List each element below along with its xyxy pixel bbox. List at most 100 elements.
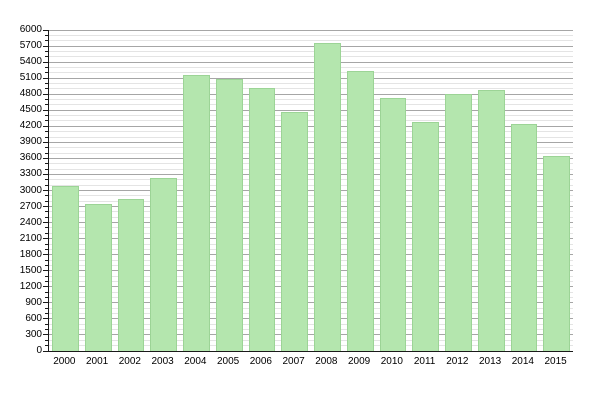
gridline-minor (49, 232, 573, 234)
y-tick (43, 173, 48, 175)
gridline-minor (49, 40, 573, 42)
gridline-minor (49, 259, 573, 261)
y-tick (43, 254, 48, 256)
y-tick (45, 50, 48, 52)
y-axis-tick-label: 1200 (19, 280, 42, 292)
y-tick (43, 109, 48, 111)
gridline-major (49, 157, 573, 159)
y-tick (43, 157, 48, 159)
x-axis-tick-label: 2012 (446, 356, 469, 367)
gridline-minor (49, 211, 573, 213)
y-tick (45, 243, 48, 245)
gridline-minor (49, 200, 573, 202)
y-tick (45, 40, 48, 42)
y-tick (45, 115, 48, 117)
bar-2002 (117, 199, 145, 351)
gridline-major (49, 302, 573, 304)
y-axis-tick-label: 900 (25, 296, 42, 308)
y-tick (45, 104, 48, 106)
bar-2015 (543, 155, 570, 351)
gridline-minor (49, 297, 573, 298)
y-tick (45, 216, 48, 218)
gridline-minor (49, 339, 573, 341)
bar-2006 (248, 87, 276, 351)
y-axis-tick-label: 6000 (19, 24, 42, 35)
x-axis-tick-label: 2002 (118, 356, 141, 367)
x-axis-tick-label: 2006 (249, 356, 272, 367)
x-axis-tick-label: 2008 (315, 356, 338, 367)
gridline-minor (49, 307, 573, 309)
x-axis-tick-label: 2000 (53, 356, 76, 367)
gridline-major (49, 318, 573, 320)
y-tick (43, 286, 48, 288)
y-tick (43, 141, 48, 143)
y-axis-tick-label: 5100 (19, 72, 42, 84)
bar-2012 (445, 94, 472, 351)
y-tick (45, 232, 48, 234)
y-tick (43, 238, 48, 240)
bar-2009 (346, 70, 374, 351)
y-axis-tick-label: 300 (25, 328, 42, 340)
gridline-minor (49, 72, 573, 74)
gridline-minor (49, 88, 573, 90)
gridline-minor (49, 104, 573, 106)
gridline-minor (49, 50, 573, 52)
gridline-major (49, 125, 573, 127)
gridline-minor (49, 291, 573, 293)
y-tick (45, 248, 48, 250)
gridline-minor (49, 115, 573, 117)
y-axis-tick-label: 4200 (19, 120, 42, 132)
gridline-major (49, 29, 573, 31)
gridline-major (49, 77, 573, 79)
y-tick (45, 297, 48, 298)
gridline-minor (49, 152, 573, 154)
gridline-minor (49, 323, 573, 325)
y-tick (43, 270, 48, 272)
y-tick (43, 45, 48, 47)
y-tick (45, 227, 48, 229)
gridline-minor (49, 147, 573, 149)
y-tick (43, 206, 48, 208)
y-axis-tick-label: 2700 (19, 200, 42, 212)
y-tick (45, 72, 48, 74)
x-axis-tick-label: 2014 (511, 356, 534, 367)
gridline-major (49, 238, 573, 240)
gridline-minor (49, 56, 573, 58)
y-tick (45, 323, 48, 325)
gridline-major (49, 286, 573, 288)
bar-2007 (281, 112, 308, 351)
y-axis-tick-label: 2400 (19, 216, 42, 228)
gridline-minor (49, 179, 573, 181)
gridline-minor (49, 131, 573, 133)
bar-2011 (412, 122, 439, 351)
y-tick (45, 136, 48, 138)
y-tick (45, 168, 48, 170)
gridline-major (49, 206, 573, 208)
gridline-major (49, 254, 573, 256)
gridline-major (49, 222, 573, 224)
x-axis-tick-label: 2001 (86, 356, 109, 367)
y-axis-tick-label: 1800 (19, 248, 42, 260)
y-tick (45, 83, 48, 84)
gridline-minor (49, 216, 573, 218)
bar-2005 (215, 78, 243, 351)
y-tick (45, 345, 48, 347)
y-tick (43, 125, 48, 127)
gridline-minor (49, 99, 573, 101)
gridline-major (49, 109, 573, 111)
y-tick (43, 29, 48, 31)
y-tick (45, 264, 48, 266)
y-tick (43, 350, 48, 352)
y-axis-tick-label: 3600 (19, 152, 42, 164)
y-axis-tick-label: 600 (25, 312, 42, 324)
y-tick (45, 66, 48, 68)
gridline-minor (49, 280, 573, 282)
gridline-minor (49, 163, 573, 165)
y-tick (43, 318, 48, 320)
y-tick (45, 184, 48, 186)
gridline-minor (49, 184, 573, 186)
gridline-minor (49, 120, 573, 122)
y-tick (43, 77, 48, 79)
y-tick (45, 211, 48, 213)
